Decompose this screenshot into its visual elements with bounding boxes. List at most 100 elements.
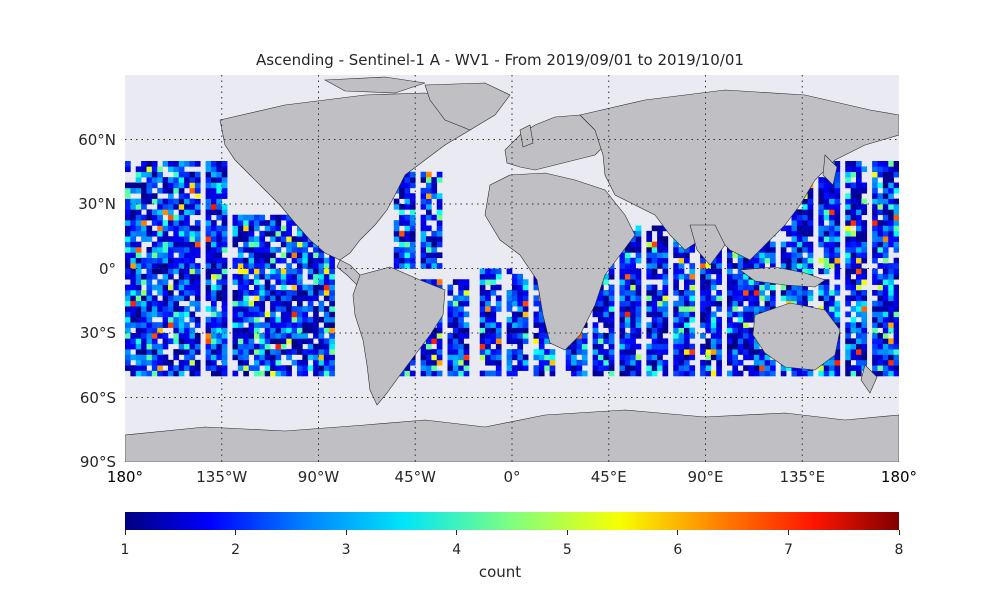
- swath-cell: [237, 290, 244, 296]
- swath-cell: [700, 359, 706, 366]
- swath-cell: [630, 257, 636, 264]
- swath-cell: [673, 316, 679, 323]
- swath-cell: [313, 343, 319, 350]
- swath-cell: [189, 257, 196, 264]
- swath-cell: [802, 214, 808, 221]
- swath-cell: [135, 284, 142, 291]
- swath-cell: [232, 370, 239, 377]
- swath-cell: [211, 198, 217, 205]
- swath-cell: [791, 370, 798, 377]
- swath-cell: [399, 263, 405, 269]
- swath-cell: [673, 359, 679, 366]
- swath-cell: [211, 193, 217, 199]
- swath-cell: [823, 177, 830, 183]
- swath-cell: [173, 327, 180, 334]
- swath-cell: [888, 306, 894, 312]
- swath-cell: [211, 322, 217, 328]
- swath-cell: [329, 338, 335, 345]
- swath-cell: [221, 230, 228, 237]
- swath-cell: [829, 311, 835, 318]
- swath-cell: [264, 365, 271, 371]
- swath-cell: [630, 349, 636, 355]
- swath-cell: [673, 333, 679, 339]
- swath-cell: [302, 365, 309, 371]
- swath-cell: [291, 322, 298, 328]
- swath-cell: [850, 290, 857, 296]
- swath-cell: [291, 343, 298, 350]
- swath-cell: [173, 370, 180, 377]
- swath-cell: [872, 354, 878, 361]
- colorbar-tick-label: 3: [341, 542, 351, 558]
- swath-cell: [313, 252, 319, 259]
- swath-cell: [598, 338, 604, 345]
- swath-cell: [399, 230, 405, 237]
- swath-cell: [678, 295, 685, 302]
- swath-cell: [280, 236, 287, 242]
- swath-cell: [512, 295, 518, 302]
- swath-cell: [184, 306, 190, 312]
- swath-cell: [673, 365, 679, 371]
- swath-cell: [893, 290, 899, 296]
- swath-cell: [157, 322, 163, 328]
- swath-cell: [146, 182, 153, 189]
- swath-cell: [657, 333, 663, 339]
- swath-cell: [135, 311, 142, 318]
- land-layer: [125, 76, 899, 462]
- swath-cell: [856, 306, 862, 312]
- swath-cell: [254, 257, 260, 264]
- swath-cell: [646, 354, 653, 361]
- swath-cell: [630, 284, 636, 291]
- swath-cell: [856, 214, 862, 221]
- swath-cell: [651, 273, 658, 280]
- swath-cell: [173, 300, 180, 307]
- swath-cell: [184, 193, 190, 199]
- swath-cell: [624, 311, 631, 318]
- swath-cell: [522, 306, 529, 312]
- swath-cell: [125, 311, 131, 318]
- swath-cell: [845, 370, 851, 377]
- land-japan: [822, 154, 838, 186]
- swath-cell: [162, 187, 169, 194]
- swath-cell: [802, 198, 808, 205]
- swath-cell: [125, 198, 131, 205]
- swath-cell: [657, 311, 663, 318]
- swath-cell: [646, 311, 653, 318]
- swath-cell: [232, 230, 239, 237]
- swath-cell: [313, 322, 319, 328]
- swath-cell: [168, 273, 174, 280]
- swath-cell: [882, 290, 889, 296]
- swath-cell: [786, 230, 792, 237]
- swath-cell: [673, 343, 679, 350]
- swath-cell: [254, 322, 260, 328]
- swath-cell: [162, 198, 169, 205]
- swath-cell: [125, 252, 131, 259]
- swath-cell: [168, 284, 174, 291]
- gridlines: [125, 75, 899, 462]
- swath-cell: [141, 220, 147, 226]
- swath-cell: [458, 284, 464, 291]
- swath-cell: [727, 263, 733, 269]
- swath-cell: [834, 241, 841, 248]
- swath-cell: [845, 365, 851, 371]
- swath-cell: [710, 268, 717, 275]
- swath-cell: [146, 198, 153, 205]
- swath-cell: [845, 225, 851, 232]
- swath-cell: [291, 236, 298, 242]
- swath-cell: [538, 338, 545, 345]
- swath-cell: [168, 316, 174, 323]
- swath-cell: [254, 316, 260, 323]
- lon-label: 90°E: [687, 468, 724, 486]
- swath-cell: [286, 311, 292, 318]
- swath-cell: [404, 236, 411, 242]
- swath-cell: [764, 354, 771, 361]
- swath-cell: [237, 300, 244, 307]
- swath-cell: [882, 365, 889, 371]
- swath-cell: [318, 290, 325, 296]
- swath-cell: [678, 263, 685, 269]
- swath-cell: [168, 365, 174, 371]
- swath-cell: [146, 370, 153, 377]
- swath-cell: [178, 343, 185, 350]
- swath-cell: [657, 295, 663, 302]
- swath-cell: [178, 370, 185, 377]
- swath-cell: [861, 300, 868, 307]
